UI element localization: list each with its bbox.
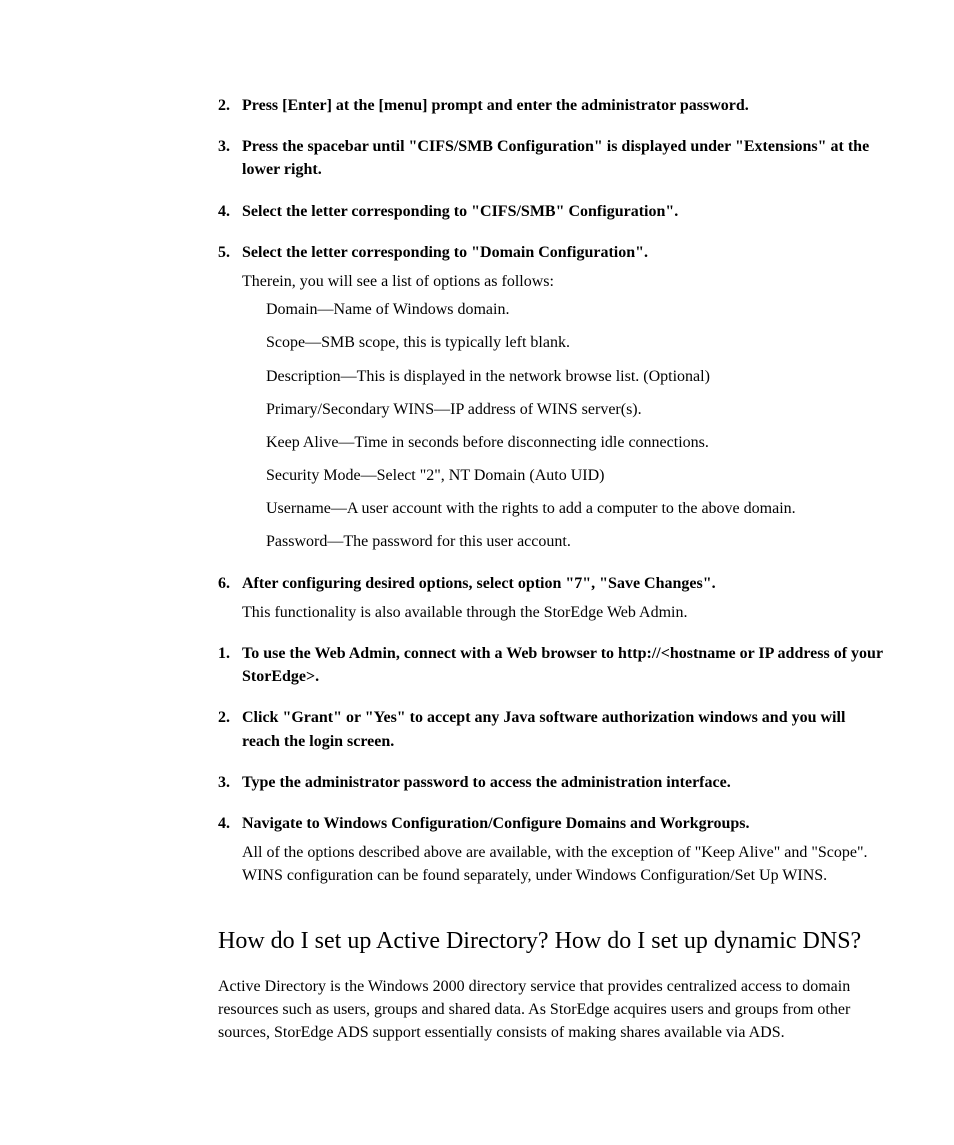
- sub-list: Domain—Name of Windows domain. Scope—SMB…: [242, 298, 884, 554]
- item-head: Press [Enter] at the [menu] prompt and e…: [242, 97, 749, 114]
- item-number: 3.: [218, 771, 230, 794]
- item-head: Select the letter corresponding to "CIFS…: [242, 203, 678, 220]
- item-number: 4.: [218, 200, 230, 223]
- sub-item: Description—This is displayed in the net…: [266, 365, 884, 388]
- item-number: 3.: [218, 135, 230, 158]
- sub-item: Password—The password for this user acco…: [266, 530, 884, 553]
- sub-item: Scope—SMB scope, this is typically left …: [266, 331, 884, 354]
- item-head: To use the Web Admin, connect with a Web…: [242, 645, 883, 685]
- item-body: Therein, you will see a list of options …: [242, 270, 884, 293]
- list-item: 2. Press [Enter] at the [menu] prompt an…: [242, 94, 884, 117]
- list-item: 3. Type the administrator password to ac…: [242, 771, 884, 794]
- ordered-list-2: 1. To use the Web Admin, connect with a …: [218, 642, 884, 1044]
- list-item: 3. Press the spacebar until "CIFS/SMB Co…: [242, 135, 884, 181]
- document-page: 2. Press [Enter] at the [menu] prompt an…: [0, 0, 954, 1145]
- sub-item: Username—A user account with the rights …: [266, 497, 884, 520]
- item-head: Type the administrator password to acces…: [242, 774, 731, 791]
- list-item: 6. After configuring desired options, se…: [242, 572, 884, 624]
- item-number: 1.: [218, 642, 230, 665]
- item-number: 2.: [218, 706, 230, 729]
- list-item: 1. To use the Web Admin, connect with a …: [242, 642, 884, 688]
- item-head: Press the spacebar until "CIFS/SMB Confi…: [242, 138, 869, 178]
- item-head: Select the letter corresponding to "Doma…: [242, 244, 648, 261]
- list-item: 2. Click "Grant" or "Yes" to accept any …: [242, 706, 884, 752]
- sub-item: Primary/Secondary WINS—IP address of WIN…: [266, 398, 884, 421]
- item-head: Navigate to Windows Configuration/Config…: [242, 815, 750, 832]
- item-number: 2.: [218, 94, 230, 117]
- sub-item: Security Mode—Select "2", NT Domain (Aut…: [266, 464, 884, 487]
- item-body: This functionality is also available thr…: [242, 601, 884, 624]
- item-head: After configuring desired options, selec…: [242, 575, 716, 592]
- list-item: 4. Select the letter corresponding to "C…: [242, 200, 884, 223]
- ordered-list-1: 2. Press [Enter] at the [menu] prompt an…: [218, 94, 884, 624]
- section-heading: How do I set up Active Directory? How do…: [218, 926, 884, 957]
- sub-item: Domain—Name of Windows domain.: [266, 298, 884, 321]
- item-body: All of the options described above are a…: [242, 841, 884, 887]
- item-head: Click "Grant" or "Yes" to accept any Jav…: [242, 709, 845, 749]
- item-number: 5.: [218, 241, 230, 264]
- sub-item: Keep Alive—Time in seconds before discon…: [266, 431, 884, 454]
- list-item: 5. Select the letter corresponding to "D…: [242, 241, 884, 554]
- list-item: 4. Navigate to Windows Configuration/Con…: [242, 812, 884, 888]
- section-paragraph: Active Directory is the Windows 2000 dir…: [218, 975, 884, 1045]
- item-number: 6.: [218, 572, 230, 595]
- item-number: 4.: [218, 812, 230, 835]
